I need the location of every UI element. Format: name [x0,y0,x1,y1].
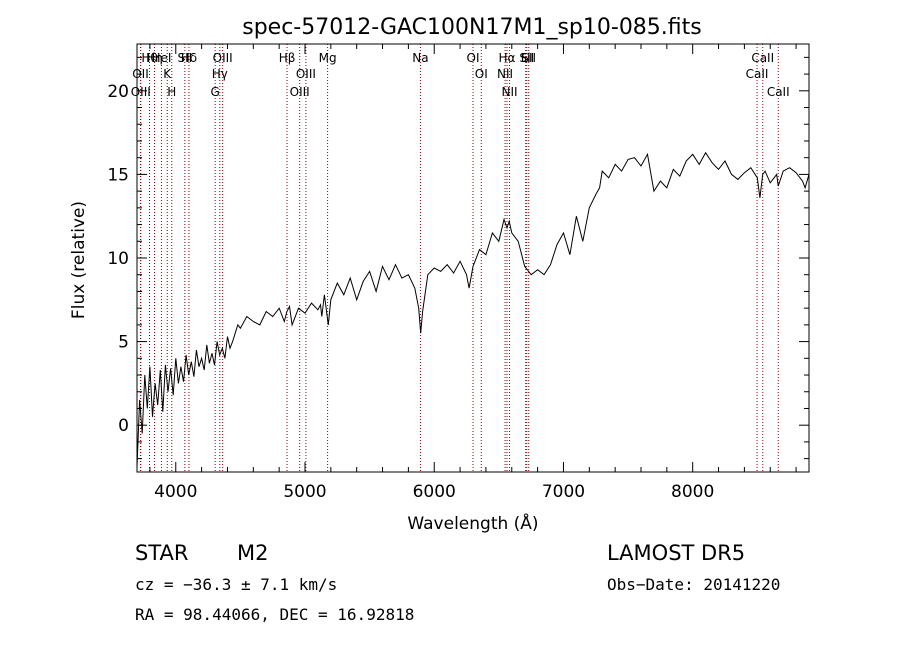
line-label-27: CaII [767,85,790,99]
y-axis-ticks: 0 5 10 15 20 [107,56,809,460]
spectral-line-markers [139,44,779,472]
line-label-15: Mg [319,51,337,65]
line-label-26: CaII [746,67,769,81]
x-tick-label-5000: 5000 [283,482,326,502]
spectrum-series-line [136,151,810,468]
line-label-2: OIII [131,85,151,99]
line-label-18: OI [475,67,488,81]
line-label-21: NII [502,85,518,99]
chart-title: spec-57012-GAC100N17M1_sp10-085.fits [242,15,702,40]
line-label-25: CaII [751,51,774,65]
line-label-14: OIII [290,85,310,99]
line-label-17: OI [467,51,480,65]
coordinates: RA = 98.44066, DEC = 16.92818 [135,605,414,624]
x-tick-label-7000: 7000 [542,482,585,502]
line-label-16: Na [412,51,428,65]
survey-name: LAMOST DR5 [607,541,745,565]
y-tick-label-20: 20 [107,82,129,102]
line-label-20: NII [497,67,513,81]
object-class: STAR [135,541,188,565]
line-label-0: Hθ [141,51,157,65]
y-tick-label-10: 10 [107,249,129,269]
y-tick-label-15: 15 [107,165,129,185]
line-label-5: K [163,67,172,81]
line-label-12: Hβ [279,51,296,65]
observation-date: Obs−Date: 20141220 [607,575,780,594]
line-label-7: Hδ [181,51,197,65]
x-tick-label-6000: 6000 [413,482,456,502]
line-label-24: SII [521,51,536,65]
x-tick-label-8000: 8000 [671,482,714,502]
line-label-9: OIII [213,51,233,65]
x-axis-ticks: 4000 5000 6000 7000 8000 [149,44,797,502]
y-axis-label: Flux (relative) [69,201,89,319]
object-subclass: M2 [237,541,268,565]
line-label-22: SII [519,51,534,65]
y-tick-label-0: 0 [118,416,129,436]
line-label-3: Hη [146,51,163,65]
line-label-4: HeI [151,51,171,65]
line-label-10: Hγ [212,67,228,81]
y-tick-label-5: 5 [118,333,129,353]
line-label-19: Hα [499,51,516,65]
line-label-8: SII [177,51,192,65]
line-label-6: H [167,85,176,99]
line-label-23: Li [521,51,531,65]
radial-velocity: cz = −36.3 ± 7.1 km/s [135,575,337,594]
x-tick-label-4000: 4000 [154,482,197,502]
line-label-11: G [211,85,220,99]
line-label-13: OIII [296,67,316,81]
x-axis-label: Wavelength (Å) [407,512,538,534]
